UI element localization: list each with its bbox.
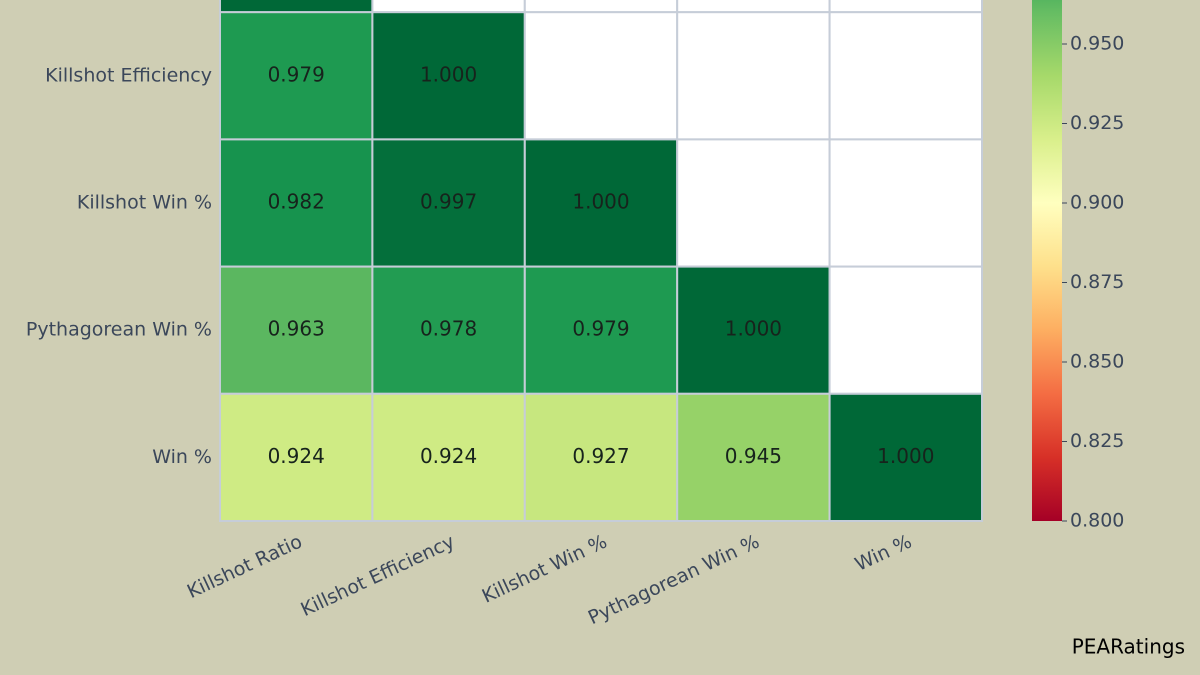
cell-label: 0.979 [268, 62, 325, 86]
empty-cell [828, 138, 983, 268]
y-tick-label: Killshot Efficiency [45, 64, 212, 86]
cell-label: 0.924 [420, 444, 477, 468]
colorbar-tick-label: 0.925 [1070, 112, 1124, 134]
heatmap-cell [523, 265, 679, 395]
cell-label: 1.000 [420, 62, 477, 86]
heatmap-cell [371, 265, 526, 395]
heatmap-cell [676, 265, 831, 395]
heatmap-cell [676, 392, 831, 522]
empty-cell [828, 11, 983, 141]
cell-label: 1.000 [877, 444, 934, 468]
colorbar [1032, 0, 1062, 521]
colorbar-tick-label: 0.800 [1070, 510, 1124, 532]
empty-cell [676, 138, 831, 268]
cell-label: 0.945 [725, 444, 782, 468]
heatmap-cell [219, 138, 374, 268]
empty-cell [676, 11, 831, 141]
cell-label: 0.927 [572, 444, 629, 468]
colorbar-tick-label: 0.825 [1070, 430, 1124, 452]
y-tick-label: Win % [152, 446, 212, 468]
colorbar-tick-label: 0.850 [1070, 351, 1124, 373]
colorbar-tick-label: 0.900 [1070, 192, 1124, 214]
empty-cell [523, 11, 679, 141]
cell-label: 0.997 [420, 190, 477, 214]
cell-label: 0.924 [268, 444, 325, 468]
empty-cell [828, 265, 983, 395]
cell-label: 1.000 [725, 317, 782, 341]
heatmap-cell [828, 392, 983, 522]
heatmap-cell [219, 11, 374, 141]
heatmap-cell [371, 392, 526, 522]
cell-label: 0.979 [572, 317, 629, 341]
empty-cell [523, 0, 679, 14]
heatmap-cell [219, 0, 374, 14]
y-tick-label: Pythagorean Win % [26, 319, 212, 341]
cell-label: 0.963 [268, 317, 325, 341]
empty-cell [371, 0, 526, 14]
heatmap-cell [523, 392, 679, 522]
empty-cell [828, 0, 983, 14]
y-tick-label: Killshot Win % [77, 192, 212, 214]
empty-cell [676, 0, 831, 14]
watermark: PEARatings [1072, 635, 1185, 659]
cell-label: 1.000 [572, 190, 629, 214]
heatmap-cell [371, 11, 526, 141]
colorbar-tick-label: 0.875 [1070, 271, 1124, 293]
colorbar-tick-label: 0.950 [1070, 33, 1124, 55]
heatmap-cell [219, 392, 374, 522]
cell-label: 0.982 [268, 190, 325, 214]
cell-label: 0.978 [420, 317, 477, 341]
